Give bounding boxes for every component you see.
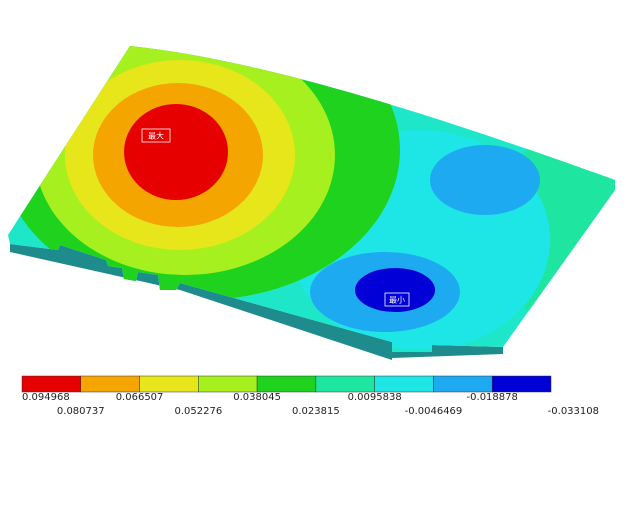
legend-value: 0.0095838	[348, 392, 402, 403]
legend-value: 0.066507	[116, 392, 164, 403]
legend-value: 0.080737	[57, 406, 105, 417]
legend-swatch	[374, 375, 434, 393]
legend-swatch	[491, 375, 552, 393]
max-label: 最大	[148, 131, 164, 141]
contour-plot: 最大 最小	[8, 46, 615, 360]
legend-swatch	[315, 375, 375, 393]
legend-value: 0.023815	[292, 406, 340, 417]
legend-value: -0.018878	[467, 392, 518, 403]
legend-value: 0.094968	[22, 392, 70, 403]
min-label: 最小	[389, 296, 405, 305]
legend-value: -0.0046469	[405, 406, 463, 417]
max-marker	[141, 128, 171, 143]
legend-value: 0.038045	[233, 392, 281, 403]
legend-swatch	[433, 375, 493, 393]
plate-edge	[10, 244, 503, 360]
legend-swatch	[80, 375, 140, 393]
legend-swatch	[21, 375, 82, 393]
legend-value: -0.033108	[548, 406, 599, 417]
legend-swatch	[198, 375, 258, 393]
legend-swatch	[256, 375, 317, 393]
legend-swatch	[139, 375, 199, 393]
legend-value: 0.052276	[174, 406, 222, 417]
color-legend: 0.094968 0.080737 0.066507 0.052276 0.038045…	[21, 375, 599, 417]
min-marker	[384, 292, 410, 307]
